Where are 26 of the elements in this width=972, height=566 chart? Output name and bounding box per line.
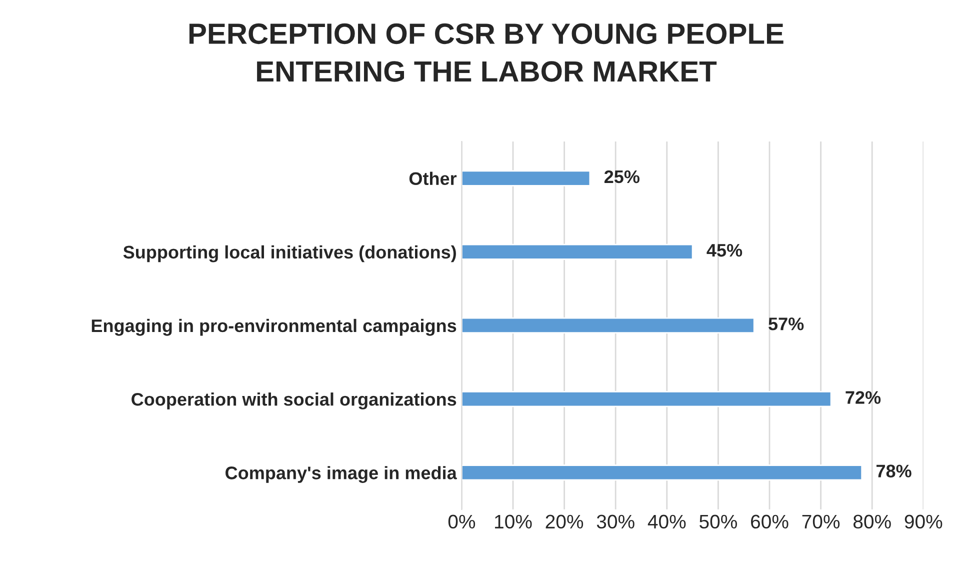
data-label: 57% [768, 318, 804, 330]
x-tick-label: 20% [546, 514, 584, 529]
x-tick-label: 10% [495, 514, 532, 529]
x-tick-label: 70% [802, 514, 840, 529]
bar [462, 390, 832, 408]
y-tick-label: Company's image in media [226, 466, 457, 483]
data-label: 78% [876, 464, 912, 478]
y-tick-label: Engaging in pro-environmental campaigns [92, 318, 456, 336]
data-label: 72% [846, 391, 881, 404]
y-tick-label: Cooperation with social organizations [132, 392, 456, 410]
x-tick-label: 60% [751, 514, 788, 529]
bar [462, 464, 863, 481]
bar [462, 244, 694, 260]
bar [462, 170, 591, 186]
data-label: 25% [604, 170, 640, 184]
data-label: 45% [706, 244, 742, 257]
x-tick-label: 50% [700, 514, 737, 529]
y-tick-label: Supporting local initiatives (donations) [123, 245, 456, 262]
x-tick-label: 90% [904, 514, 942, 529]
chart-title: PERCEPTION OF CSR BY YOUNG PEOPLE ENTERING THE LABOR MARKET [189, 23, 784, 82]
x-tick-label: 0% [448, 514, 476, 529]
x-tick-label: 40% [648, 514, 686, 529]
y-tick-label: Other [409, 172, 457, 186]
x-tick-label: 30% [596, 514, 634, 529]
bar [462, 317, 755, 334]
x-tick-label: 80% [853, 514, 891, 529]
